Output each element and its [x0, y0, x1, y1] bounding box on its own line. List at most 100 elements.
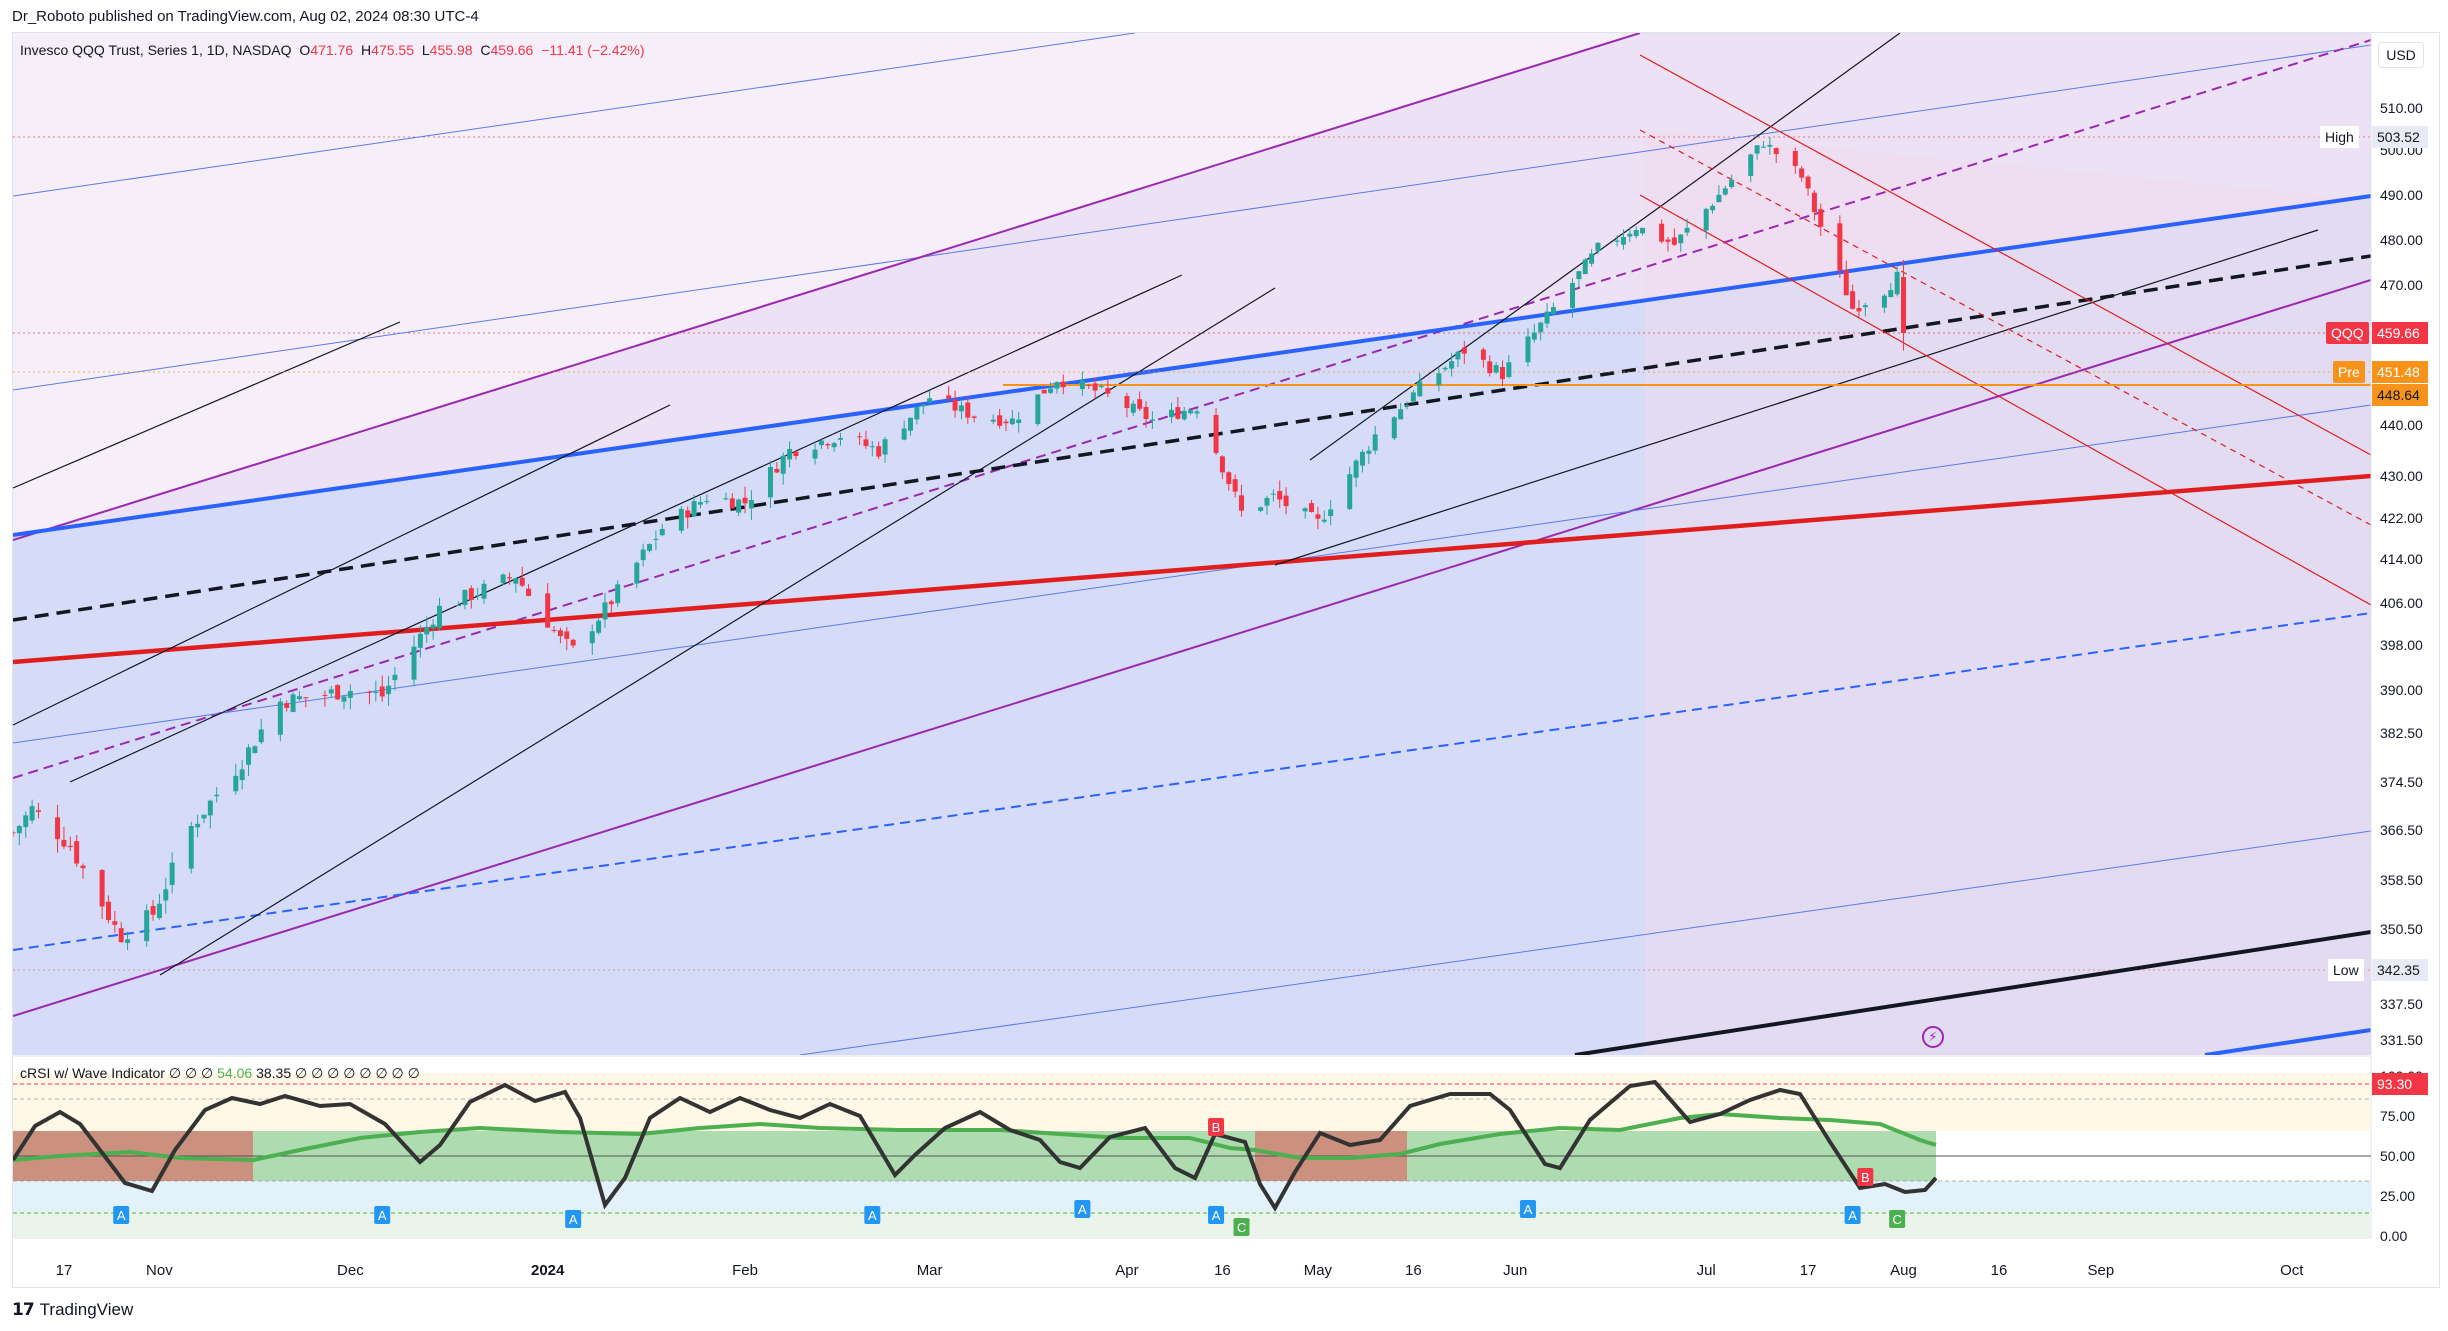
- candle-body: [335, 685, 341, 700]
- trendlines[interactable]: [13, 33, 2371, 1055]
- price-tick-label: 414.00: [2380, 551, 2423, 567]
- indicator-legend[interactable]: cRSI w/ Wave Indicator ∅ ∅ ∅ 54.06 38.35…: [20, 1065, 420, 1082]
- candle-body: [214, 794, 220, 797]
- candle-body: [284, 703, 290, 708]
- wave-marker-box: [1233, 1218, 1250, 1236]
- candle-body: [1315, 514, 1321, 519]
- candle-body: [1703, 208, 1709, 231]
- candle-body: [901, 428, 907, 440]
- time-tick-label: Jul: [1696, 1262, 1716, 1279]
- candle-body: [634, 562, 640, 584]
- candle-body: [927, 398, 933, 403]
- candle-body: [1098, 386, 1104, 388]
- wave-marker-label: A: [117, 1208, 126, 1223]
- candle-body: [411, 646, 417, 680]
- candle-body: [596, 620, 602, 633]
- wave-marker-box: [1889, 1210, 1906, 1228]
- price-tick-label: 337.50: [2380, 996, 2423, 1012]
- wave-marker-label: A: [868, 1208, 877, 1223]
- price-tick-label: 422.00: [2380, 510, 2423, 526]
- time-tick-label: 17: [1799, 1262, 1817, 1279]
- indicator-pane[interactable]: [13, 1073, 2371, 1237]
- candle-body: [825, 444, 831, 446]
- candle-body: [1633, 230, 1639, 237]
- time-tick-label: Feb: [732, 1262, 758, 1279]
- candle-body: [1137, 399, 1143, 409]
- candle-body: [1219, 456, 1225, 473]
- candle-body: [1449, 361, 1455, 369]
- candle-body: [1175, 407, 1181, 419]
- candle-body: [1283, 495, 1289, 507]
- candle-body: [659, 529, 665, 536]
- candle-body: [1678, 234, 1684, 244]
- price-tick-label: 490.00: [2380, 187, 2423, 203]
- tradingview-brand[interactable]: 𝟭𝟳 TradingView: [12, 1300, 133, 1320]
- candle-body: [1264, 497, 1270, 506]
- candle-body: [430, 624, 436, 629]
- candle-body: [1124, 395, 1130, 409]
- candle-body: [513, 578, 519, 584]
- candle-body: [920, 404, 926, 407]
- candle-body: [1302, 508, 1308, 512]
- wave-marker-label: B: [1861, 1170, 1870, 1185]
- price-tick-label: 366.50: [2380, 822, 2423, 838]
- lightning-icon[interactable]: ⚡: [1922, 1026, 1944, 1048]
- currency-button[interactable]: USD: [2378, 42, 2424, 68]
- pre-tag-value: 451.48: [2372, 361, 2428, 383]
- brand-name: TradingView: [39, 1300, 134, 1319]
- candle-body: [290, 694, 296, 713]
- candle-body: [952, 399, 958, 411]
- price-tick-label: 430.00: [2380, 468, 2423, 484]
- candle-body: [233, 775, 239, 792]
- chart-frame[interactable]: [12, 32, 2440, 1288]
- candle-body: [557, 630, 563, 637]
- candle-body: [729, 498, 735, 509]
- candle-body: [1767, 144, 1773, 147]
- candle-body: [112, 921, 118, 925]
- last-candle-body: [1901, 277, 1907, 333]
- candle-body: [1442, 367, 1448, 370]
- candle-body: [1799, 168, 1805, 178]
- candle-body: [475, 595, 481, 597]
- candle-body: [1410, 392, 1416, 402]
- candle-body: [526, 588, 532, 596]
- candle-body: [1016, 419, 1022, 424]
- candle-body: [1372, 434, 1378, 451]
- candle-body: [1480, 349, 1486, 360]
- candle-body: [150, 906, 156, 915]
- candle-body: [1417, 381, 1423, 397]
- symbol-legend[interactable]: Invesco QQQ Trust, Series 1, 1D, NASDAQ …: [20, 42, 645, 58]
- time-tick-label: Aug: [1890, 1262, 1917, 1279]
- candle-body: [125, 939, 131, 943]
- candle-body: [1487, 361, 1493, 374]
- candle-body: [1710, 205, 1716, 211]
- time-tick-label: Apr: [1115, 1262, 1139, 1279]
- candle-body: [1894, 271, 1900, 295]
- candle-body: [1359, 451, 1365, 466]
- candle-body: [144, 910, 150, 942]
- high-value: 475.55: [371, 42, 414, 58]
- candle-body: [774, 468, 780, 473]
- close-value: 459.66: [490, 42, 534, 58]
- candle-body: [1092, 383, 1098, 391]
- candle-body: [1461, 347, 1467, 354]
- candle-body: [615, 584, 621, 604]
- wave-marker-a: A: [565, 1210, 582, 1228]
- candle-body: [156, 903, 162, 919]
- red-desc-upper: [1639, 54, 2371, 456]
- purple-channel-upper: [13, 33, 1641, 541]
- candle-body: [1659, 223, 1665, 242]
- wave-marker-box: [864, 1206, 881, 1224]
- candle-body: [1048, 388, 1054, 393]
- indicator-tick-label: 75.00: [2380, 1108, 2416, 1124]
- candle-body: [1538, 322, 1544, 333]
- wave-marker-box: [1844, 1206, 1861, 1224]
- candle-body: [1684, 227, 1690, 233]
- candle-body: [207, 800, 213, 816]
- price-tick-label: 440.00: [2380, 417, 2423, 433]
- candle-body: [23, 815, 29, 828]
- price-tick-label: 350.50: [2380, 921, 2423, 937]
- candle-body: [1570, 282, 1576, 308]
- wave-marker-a: A: [1844, 1206, 1861, 1224]
